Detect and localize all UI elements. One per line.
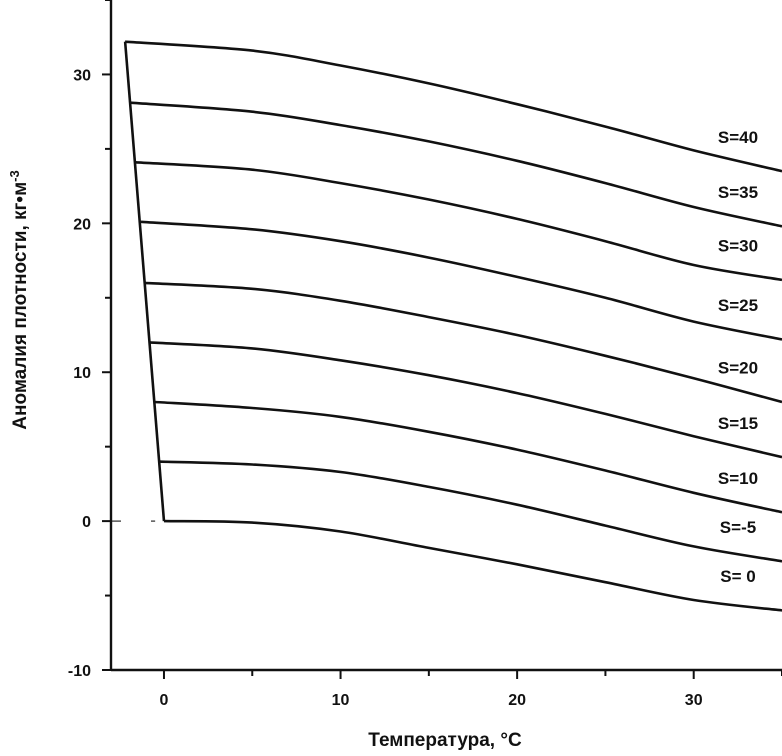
- y-tick-label: 10: [73, 365, 91, 382]
- y-tick-label: 30: [73, 67, 91, 84]
- y-tick-label: 0: [82, 514, 91, 531]
- series-labels-group: S= 0 S=-5 S=10 S=15 S=20 S=25 S=30 S=35 S=40: [718, 128, 758, 586]
- series-line-8: [125, 40, 782, 173]
- series-label-6: S=30: [718, 237, 758, 256]
- x-tick-label: 10: [332, 692, 350, 709]
- series-line-4: [144, 281, 782, 404]
- series-label-4: S=20: [718, 359, 758, 378]
- y-tick-label: -10: [68, 663, 91, 680]
- series-label-1: S=-5: [720, 518, 756, 537]
- x-tick-label: 0: [160, 692, 169, 709]
- x-tick-label: 20: [508, 692, 526, 709]
- curves-group: [111, 40, 782, 612]
- freezing-point-line: [123, 41, 166, 522]
- x-axis-title: Температура, °C: [368, 730, 522, 751]
- series-line-7: [130, 101, 782, 228]
- series-label-8: S=40: [718, 128, 758, 147]
- axes-group: -10 0 10 20 30 0 10 20 30: [68, 0, 782, 709]
- series-line-1: [158, 460, 782, 563]
- series-line-5: [140, 220, 782, 341]
- y-axis-title: Аномалия плотности, кг•м-3: [7, 170, 31, 429]
- series-label-2: S=10: [718, 469, 758, 488]
- series-line-2: [155, 400, 782, 514]
- series-label-7: S=35: [718, 183, 758, 202]
- x-tick-label: 30: [685, 692, 703, 709]
- y-tick-label: 20: [73, 216, 91, 233]
- series-label-3: S=15: [718, 414, 758, 433]
- series-line-0: [163, 519, 782, 612]
- y-axis-title-superscript: -3: [7, 170, 22, 182]
- series-line-6: [135, 161, 782, 282]
- series-label-0: S= 0: [720, 567, 755, 586]
- series-line-3: [149, 341, 782, 459]
- series-label-5: S=25: [718, 296, 758, 315]
